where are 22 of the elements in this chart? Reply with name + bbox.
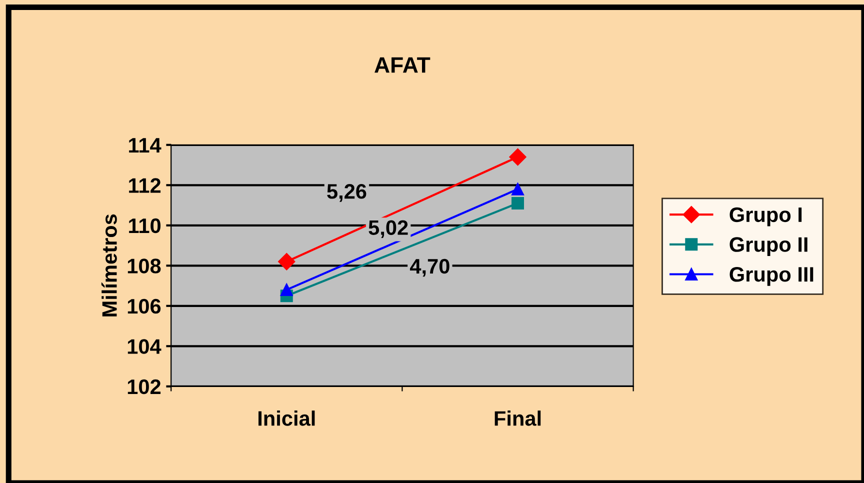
y-tick-label: 114 xyxy=(129,138,162,152)
chart-title: AFAT xyxy=(374,57,430,73)
y-tick-label: 112 xyxy=(129,178,161,193)
point xyxy=(512,197,524,210)
y-tick-label: 108 xyxy=(128,258,161,274)
y-tick-label: 102 xyxy=(128,379,161,394)
x-tick-label: Inicial xyxy=(258,410,315,426)
y-tick-label: 106 xyxy=(128,298,161,314)
legend-label: Grupo III xyxy=(730,267,814,286)
annotation: 5,02 xyxy=(368,220,408,238)
annotation: 5,26 xyxy=(327,184,366,202)
point xyxy=(280,284,293,296)
point xyxy=(509,148,526,166)
point xyxy=(278,253,296,270)
legend-label: Grupo II xyxy=(730,237,808,256)
y-axis-title: Milímetros xyxy=(101,214,117,316)
x-tick-label: Final xyxy=(494,410,541,426)
legend-label: Grupo I xyxy=(730,207,802,226)
y-tick-label: 104 xyxy=(128,339,162,354)
annotation: 4,70 xyxy=(410,258,450,277)
point xyxy=(512,182,524,196)
y-tick-label: 110 xyxy=(129,218,160,234)
